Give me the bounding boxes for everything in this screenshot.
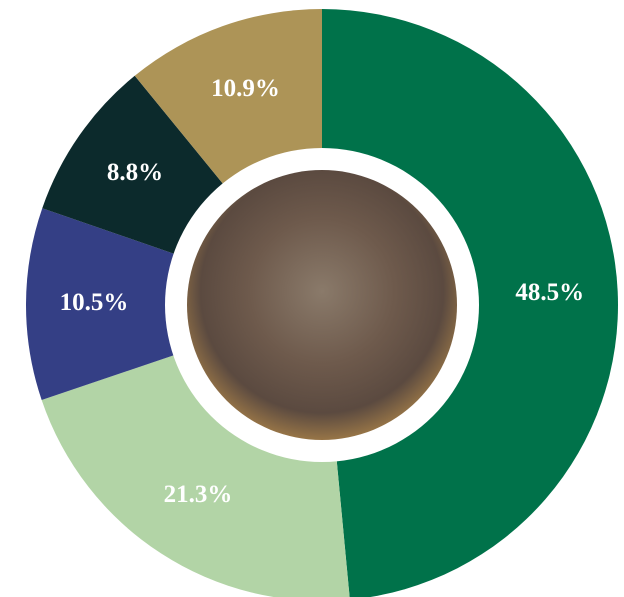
value-label: 48.5% xyxy=(515,279,584,306)
value-label: 21.3% xyxy=(164,481,233,508)
labels: 48.5% 21.3% 10.5% 8.8% 10.9% xyxy=(60,75,584,508)
value-label: 10.9% xyxy=(211,75,280,102)
center-photo xyxy=(187,170,457,440)
value-label: 8.8% xyxy=(107,159,163,186)
value-label: 10.5% xyxy=(60,289,129,316)
